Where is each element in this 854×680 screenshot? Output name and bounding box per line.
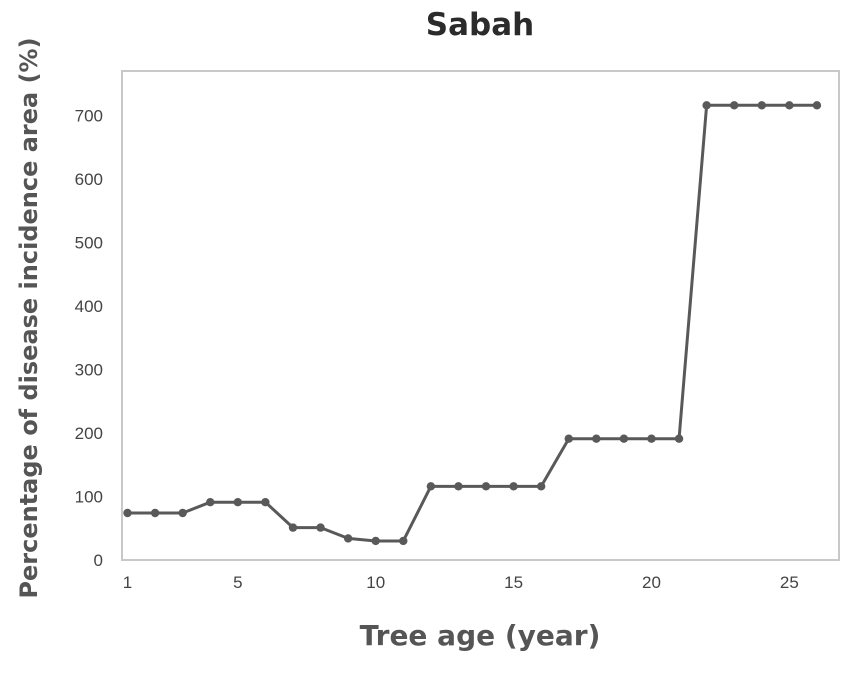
y-tick-label: 700 (75, 106, 103, 125)
x-tick-label: 15 (504, 573, 523, 592)
x-tick-label: 10 (366, 573, 385, 592)
y-tick-label: 600 (75, 170, 103, 189)
x-tick-label: 25 (780, 573, 799, 592)
y-tick-label: 200 (75, 424, 103, 443)
data-point (206, 498, 215, 507)
y-tick-label: 400 (75, 297, 103, 316)
series-group (123, 101, 822, 546)
y-tick-label: 500 (75, 233, 103, 252)
data-point (123, 508, 132, 518)
y-tick-label: 0 (94, 551, 103, 570)
y-axis-ticks: 0 100 200 300 400 500 600 700 (75, 106, 103, 570)
data-point (178, 508, 187, 518)
data-point (288, 523, 298, 532)
y-tick-label: 100 (75, 487, 103, 506)
data-point (592, 434, 601, 443)
data-point (454, 482, 463, 491)
data-point (150, 508, 160, 518)
x-axis-ticks: 1 5 10 15 20 25 (123, 573, 799, 592)
data-point (233, 498, 243, 507)
data-point (509, 482, 518, 491)
data-point (674, 434, 684, 443)
data-point (785, 101, 794, 110)
data-point (647, 434, 656, 443)
y-tick-label: 300 (75, 360, 103, 379)
data-point (812, 101, 822, 110)
data-point (343, 534, 353, 543)
data-point (399, 536, 408, 546)
data-point (426, 482, 436, 491)
data-point (481, 482, 491, 491)
data-point (261, 498, 270, 507)
plot-area-frame (121, 70, 840, 561)
x-tick-label: 1 (123, 573, 132, 592)
chart-title: Sabah (426, 7, 534, 43)
y-axis-label: Percentage of disease incidence area (%) (15, 37, 43, 598)
x-tick-label: 20 (642, 573, 661, 592)
data-point (757, 101, 766, 110)
x-axis-label: Tree age (year) (360, 619, 601, 652)
data-point (564, 434, 573, 443)
data-point (536, 482, 546, 491)
data-point (702, 101, 711, 110)
data-point (371, 536, 380, 546)
data-point (730, 101, 739, 110)
data-point (619, 434, 629, 443)
series-line (127, 103, 817, 543)
x-tick-label: 5 (233, 573, 242, 592)
data-point (316, 523, 325, 532)
